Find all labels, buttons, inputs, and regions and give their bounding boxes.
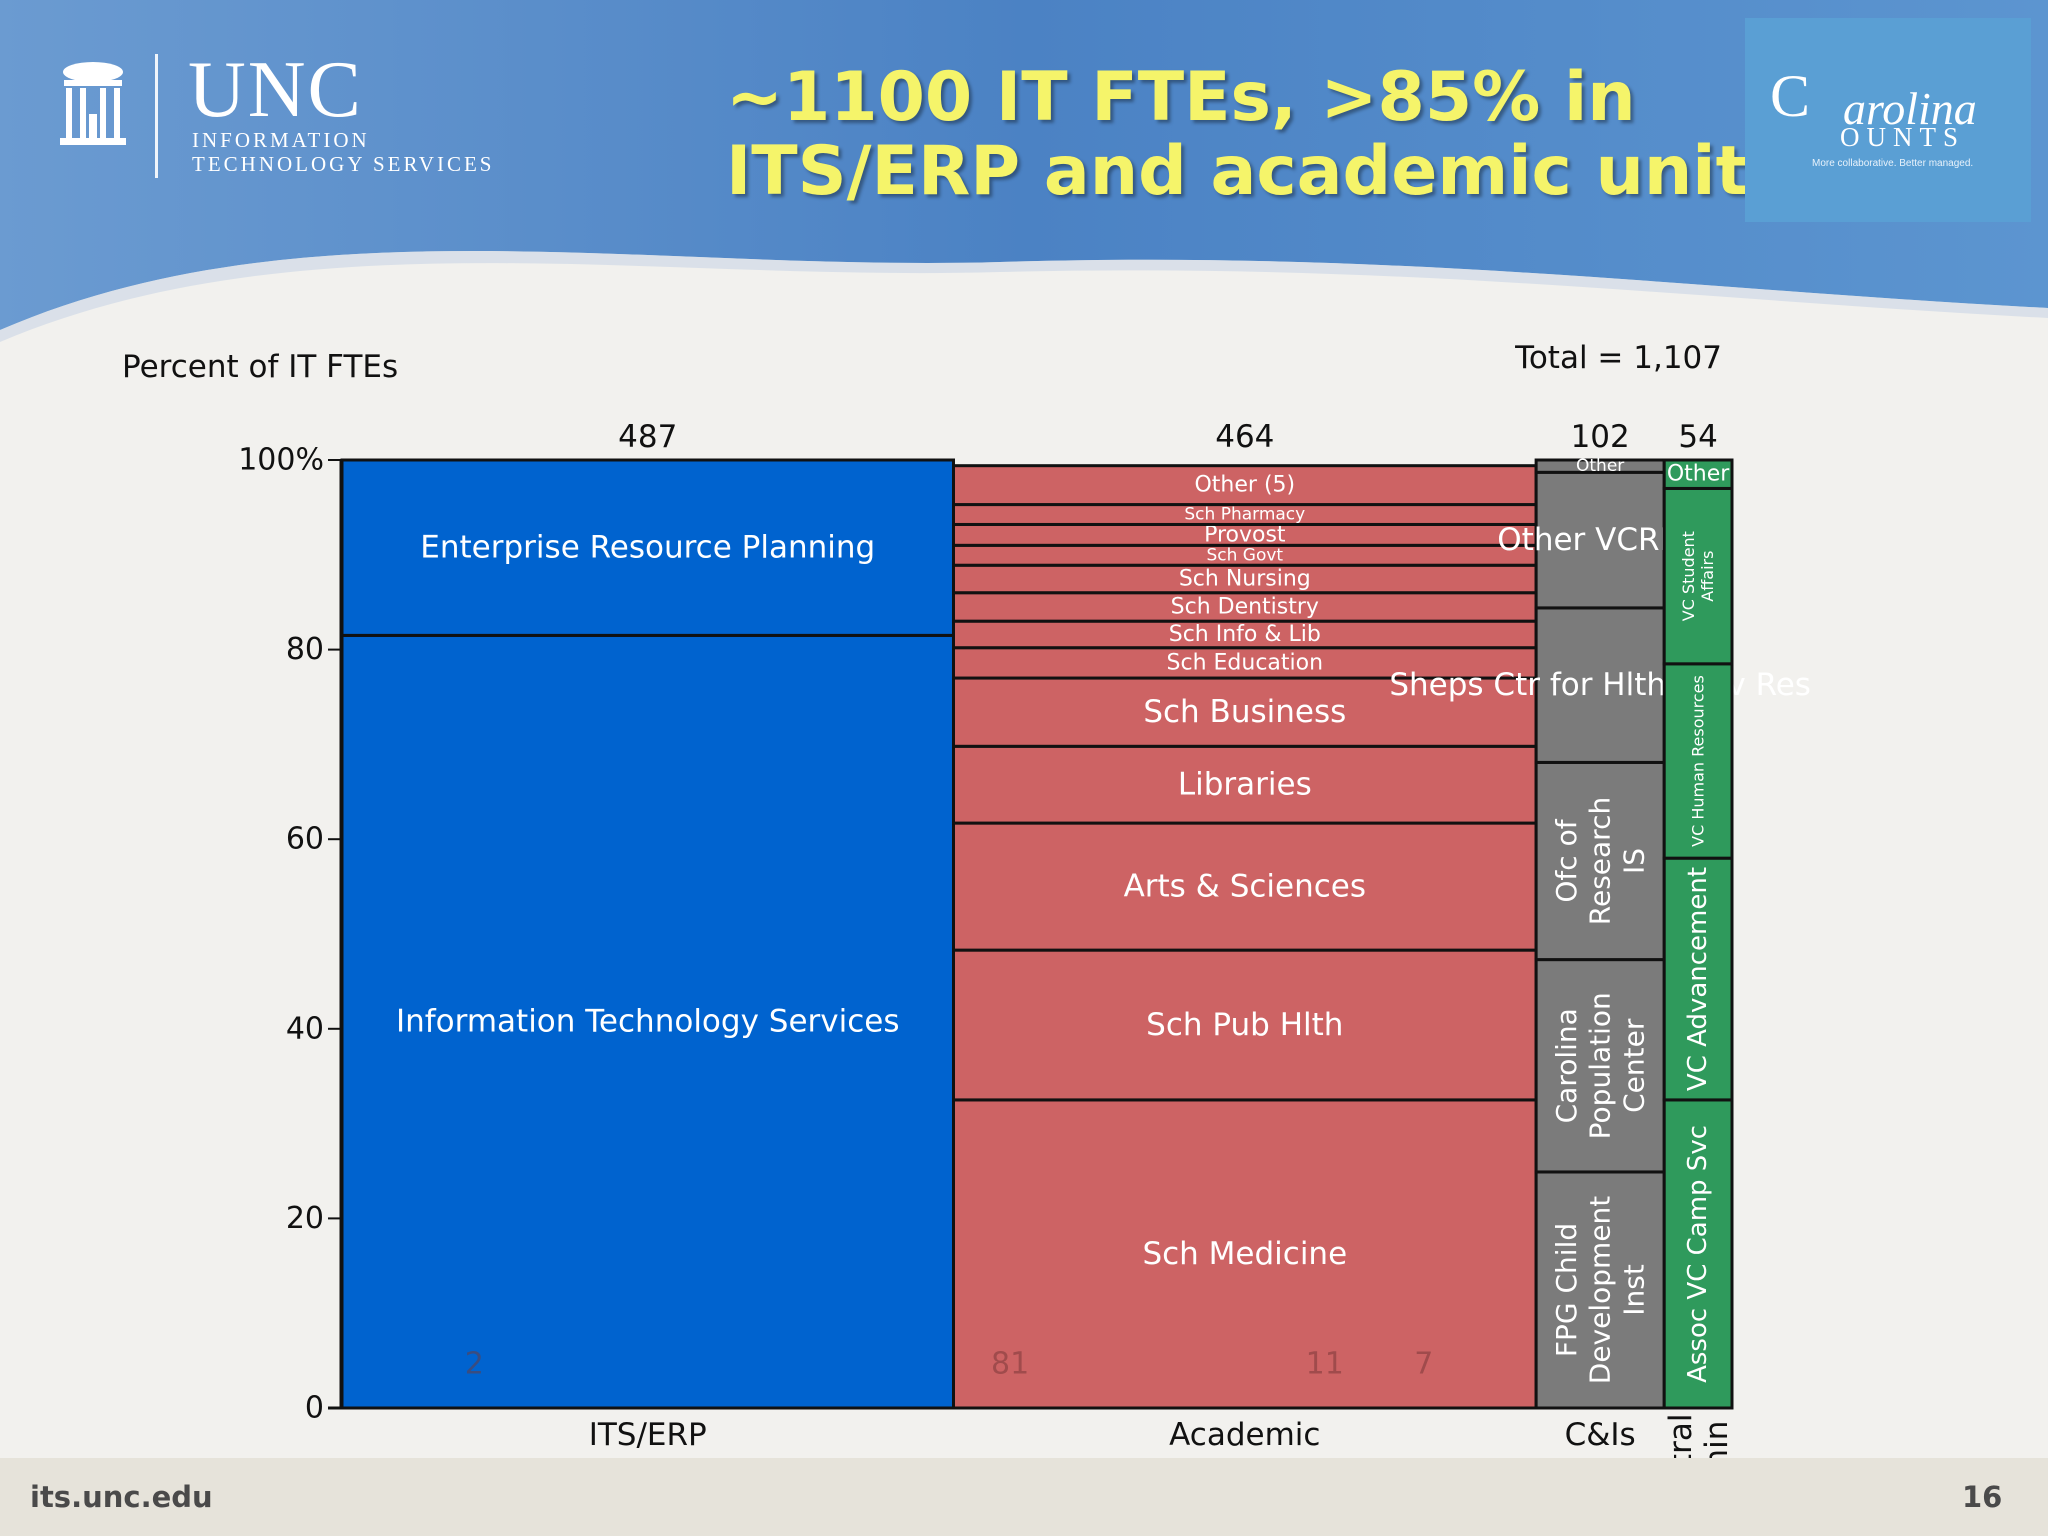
segment-academic-other-5 (951, 464, 1538, 507)
segment-label: IS (1617, 848, 1650, 874)
carolina-counts-logo-word2: OUNTS (1840, 122, 1966, 152)
segment-label: Carolina (1550, 1008, 1583, 1123)
logo-divider (155, 54, 158, 178)
y-tick-label: 0 (305, 1391, 324, 1426)
segment-academic-libraries (951, 744, 1538, 825)
segment-label: Assoc VC Camp Svc (1683, 1125, 1713, 1383)
category-label: C&Is (1565, 1417, 1636, 1453)
segment-label: Sheps Ctr for Hlth Serv Res (1389, 667, 1811, 703)
segment-label: Arts & Sciences (1124, 869, 1366, 905)
segment-label: Center (1617, 1018, 1650, 1113)
segment-label: Other (1576, 456, 1624, 476)
y-tick-label: 40 (286, 1011, 324, 1046)
category-label: Academic (1169, 1417, 1320, 1453)
carolina-counts-logo-word1: arolina (1843, 83, 1977, 134)
segment-label: VC Student (1679, 531, 1698, 621)
segment-label: Sch Pub Hlth (1146, 1007, 1343, 1043)
y-tick-label: 80 (286, 632, 324, 667)
segment-label: Development (1584, 1196, 1617, 1385)
old-well-logo-icon (60, 62, 126, 145)
segment-central-admin-assoc-vc-camp-svc (1662, 1098, 1734, 1410)
segment-c-is-sheps-ctr-for-hlth-serv-res (1534, 606, 1666, 764)
page-number: 16 (1962, 1480, 2003, 1514)
its-logo-line1: INFORMATION (192, 128, 370, 152)
column-total-label: 54 (1678, 419, 1717, 455)
y-tick-label: 20 (286, 1201, 324, 1236)
segment-c-is-fpg-child-development-inst (1534, 1170, 1666, 1410)
segment-academic-sch-medicine (951, 1098, 1538, 1410)
total-label: Total = 1,107 (1514, 340, 1722, 376)
segment-label: Libraries (1178, 767, 1312, 803)
segment-label: Other (1667, 462, 1730, 487)
segment-label: Enterprise Resource Planning (420, 530, 875, 566)
unc-logo-word: UNC (188, 46, 363, 134)
segment-label: VC Advancement (1683, 867, 1713, 1091)
segment-label: Sch Nursing (1179, 566, 1311, 591)
its-logo-line2: TECHNOLOGY SERVICES (192, 152, 495, 176)
carolina-counts-tagline: More collaborative. Better managed. (1812, 158, 1974, 169)
footer-bar (0, 1458, 2048, 1536)
inner-number-label: 7 (1414, 1347, 1433, 1382)
segment-academic-arts-sciences (951, 821, 1538, 952)
column-total-label: 102 (1571, 419, 1630, 455)
segment-label: Sch Education (1167, 650, 1324, 675)
segment-label: Sch Govt (1206, 545, 1283, 565)
segment-label: VC Human Resources (1689, 675, 1708, 847)
segment-c-is-ofc-of-research-is (1534, 760, 1666, 962)
segment-label: Ofc of (1550, 818, 1583, 902)
carolina-counts-badge (1745, 18, 2031, 222)
category-label: ITS/ERP (589, 1417, 707, 1453)
slide-title-line1: ~1100 IT FTEs, >85% in (726, 58, 1636, 137)
segment-label: Affairs (1698, 551, 1717, 602)
segment-label: Population (1584, 992, 1617, 1139)
slide-title-line2: ITS/ERP and academic units (726, 132, 1789, 211)
segment-label: Sch Medicine (1142, 1236, 1347, 1272)
segment-label: Provost (1204, 522, 1286, 547)
inner-number-label: 81 (991, 1347, 1029, 1382)
segment-label: Research (1584, 797, 1617, 925)
segment-label: Sch Info & Lib (1169, 622, 1321, 647)
y-tick-label: 60 (286, 822, 324, 857)
segment-central-admin-other (1662, 458, 1734, 490)
column-total-label: 487 (618, 419, 677, 455)
segment-label: Sch Pharmacy (1184, 505, 1305, 525)
inner-number-label: 2 (465, 1347, 484, 1382)
y-tick-label: 100% (238, 443, 324, 478)
segment-label: Other (5) (1194, 473, 1295, 498)
column-total-label: 464 (1215, 419, 1274, 455)
segment-label: FPG Child (1550, 1223, 1583, 1357)
segment-label: Sch Business (1143, 694, 1346, 730)
footer-url: its.unc.edu (30, 1480, 213, 1514)
carolina-counts-logo-c: C (1770, 63, 1811, 129)
inner-number-label: 11 (1306, 1347, 1344, 1382)
segment-label: Inst (1617, 1264, 1650, 1316)
header-wave-shadow (0, 250, 2048, 342)
y-axis-label: Percent of IT FTEs (122, 349, 398, 385)
header-wave (0, 0, 2048, 330)
segment-label: Sch Dentistry (1171, 594, 1319, 619)
segment-academic-sch-pub-hlth (951, 948, 1538, 1102)
segment-label: Information Technology Services (396, 1004, 900, 1040)
segment-its-erp-enterprise-resource-planning (340, 458, 955, 637)
